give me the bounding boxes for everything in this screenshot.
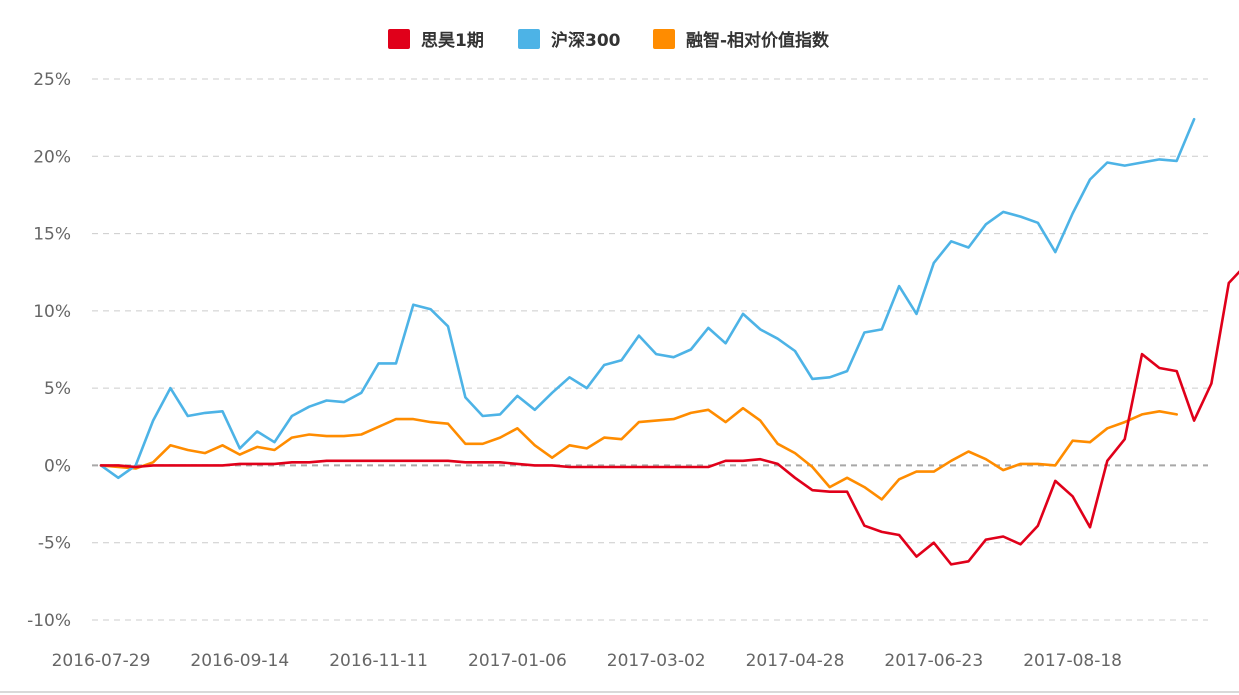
legend-label-hs300[interactable]: 沪深300 <box>551 30 621 51</box>
series-lines <box>99 117 1239 566</box>
y-tick-label: 10% <box>33 302 71 322</box>
y-tick-label: 0% <box>44 456 71 476</box>
y-tick-label: 5% <box>44 379 71 399</box>
x-tick-label: 2016-09-14 <box>190 651 289 671</box>
legend-swatch-sihao[interactable] <box>388 29 410 49</box>
y-tick-label: -10% <box>27 611 71 631</box>
series-line-hs300[interactable] <box>99 117 1196 480</box>
x-tick-label: 2017-04-28 <box>746 651 845 671</box>
x-tick-label: 2016-11-11 <box>329 651 428 671</box>
x-tick-label: 2017-01-06 <box>468 651 567 671</box>
y-tick-label: 15% <box>33 225 71 245</box>
y-tick-label: 20% <box>33 147 71 167</box>
gridlines <box>0 78 1239 693</box>
x-tick-label: 2017-06-23 <box>884 651 983 671</box>
series-line-rongzhi[interactable] <box>99 406 1178 501</box>
x-tick-label: 2016-07-29 <box>52 651 151 671</box>
x-axis-labels: 2016-07-29 2016-09-14 2016-11-11 2017-01-06… <box>52 651 1122 671</box>
y-tick-label: 25% <box>33 70 71 90</box>
x-tick-label: 2017-08-18 <box>1023 651 1122 671</box>
legend-swatch-rongzhi[interactable] <box>653 29 675 49</box>
y-tick-label: -5% <box>38 534 71 554</box>
legend-swatch-hs300[interactable] <box>518 29 540 49</box>
x-tick-label: 2017-03-02 <box>607 651 706 671</box>
legend-label-sihao[interactable]: 思昊1期 <box>421 31 484 51</box>
y-axis-labels: 25% 20% 15% 10% 5% 0% -5% -10% <box>27 70 71 631</box>
legend-label-rongzhi[interactable]: 融智-相对价值指数 <box>686 30 830 51</box>
legend: 思昊1期 沪深300 融智-相对价值指数 <box>388 29 830 51</box>
series-line-sihao[interactable] <box>99 265 1239 566</box>
